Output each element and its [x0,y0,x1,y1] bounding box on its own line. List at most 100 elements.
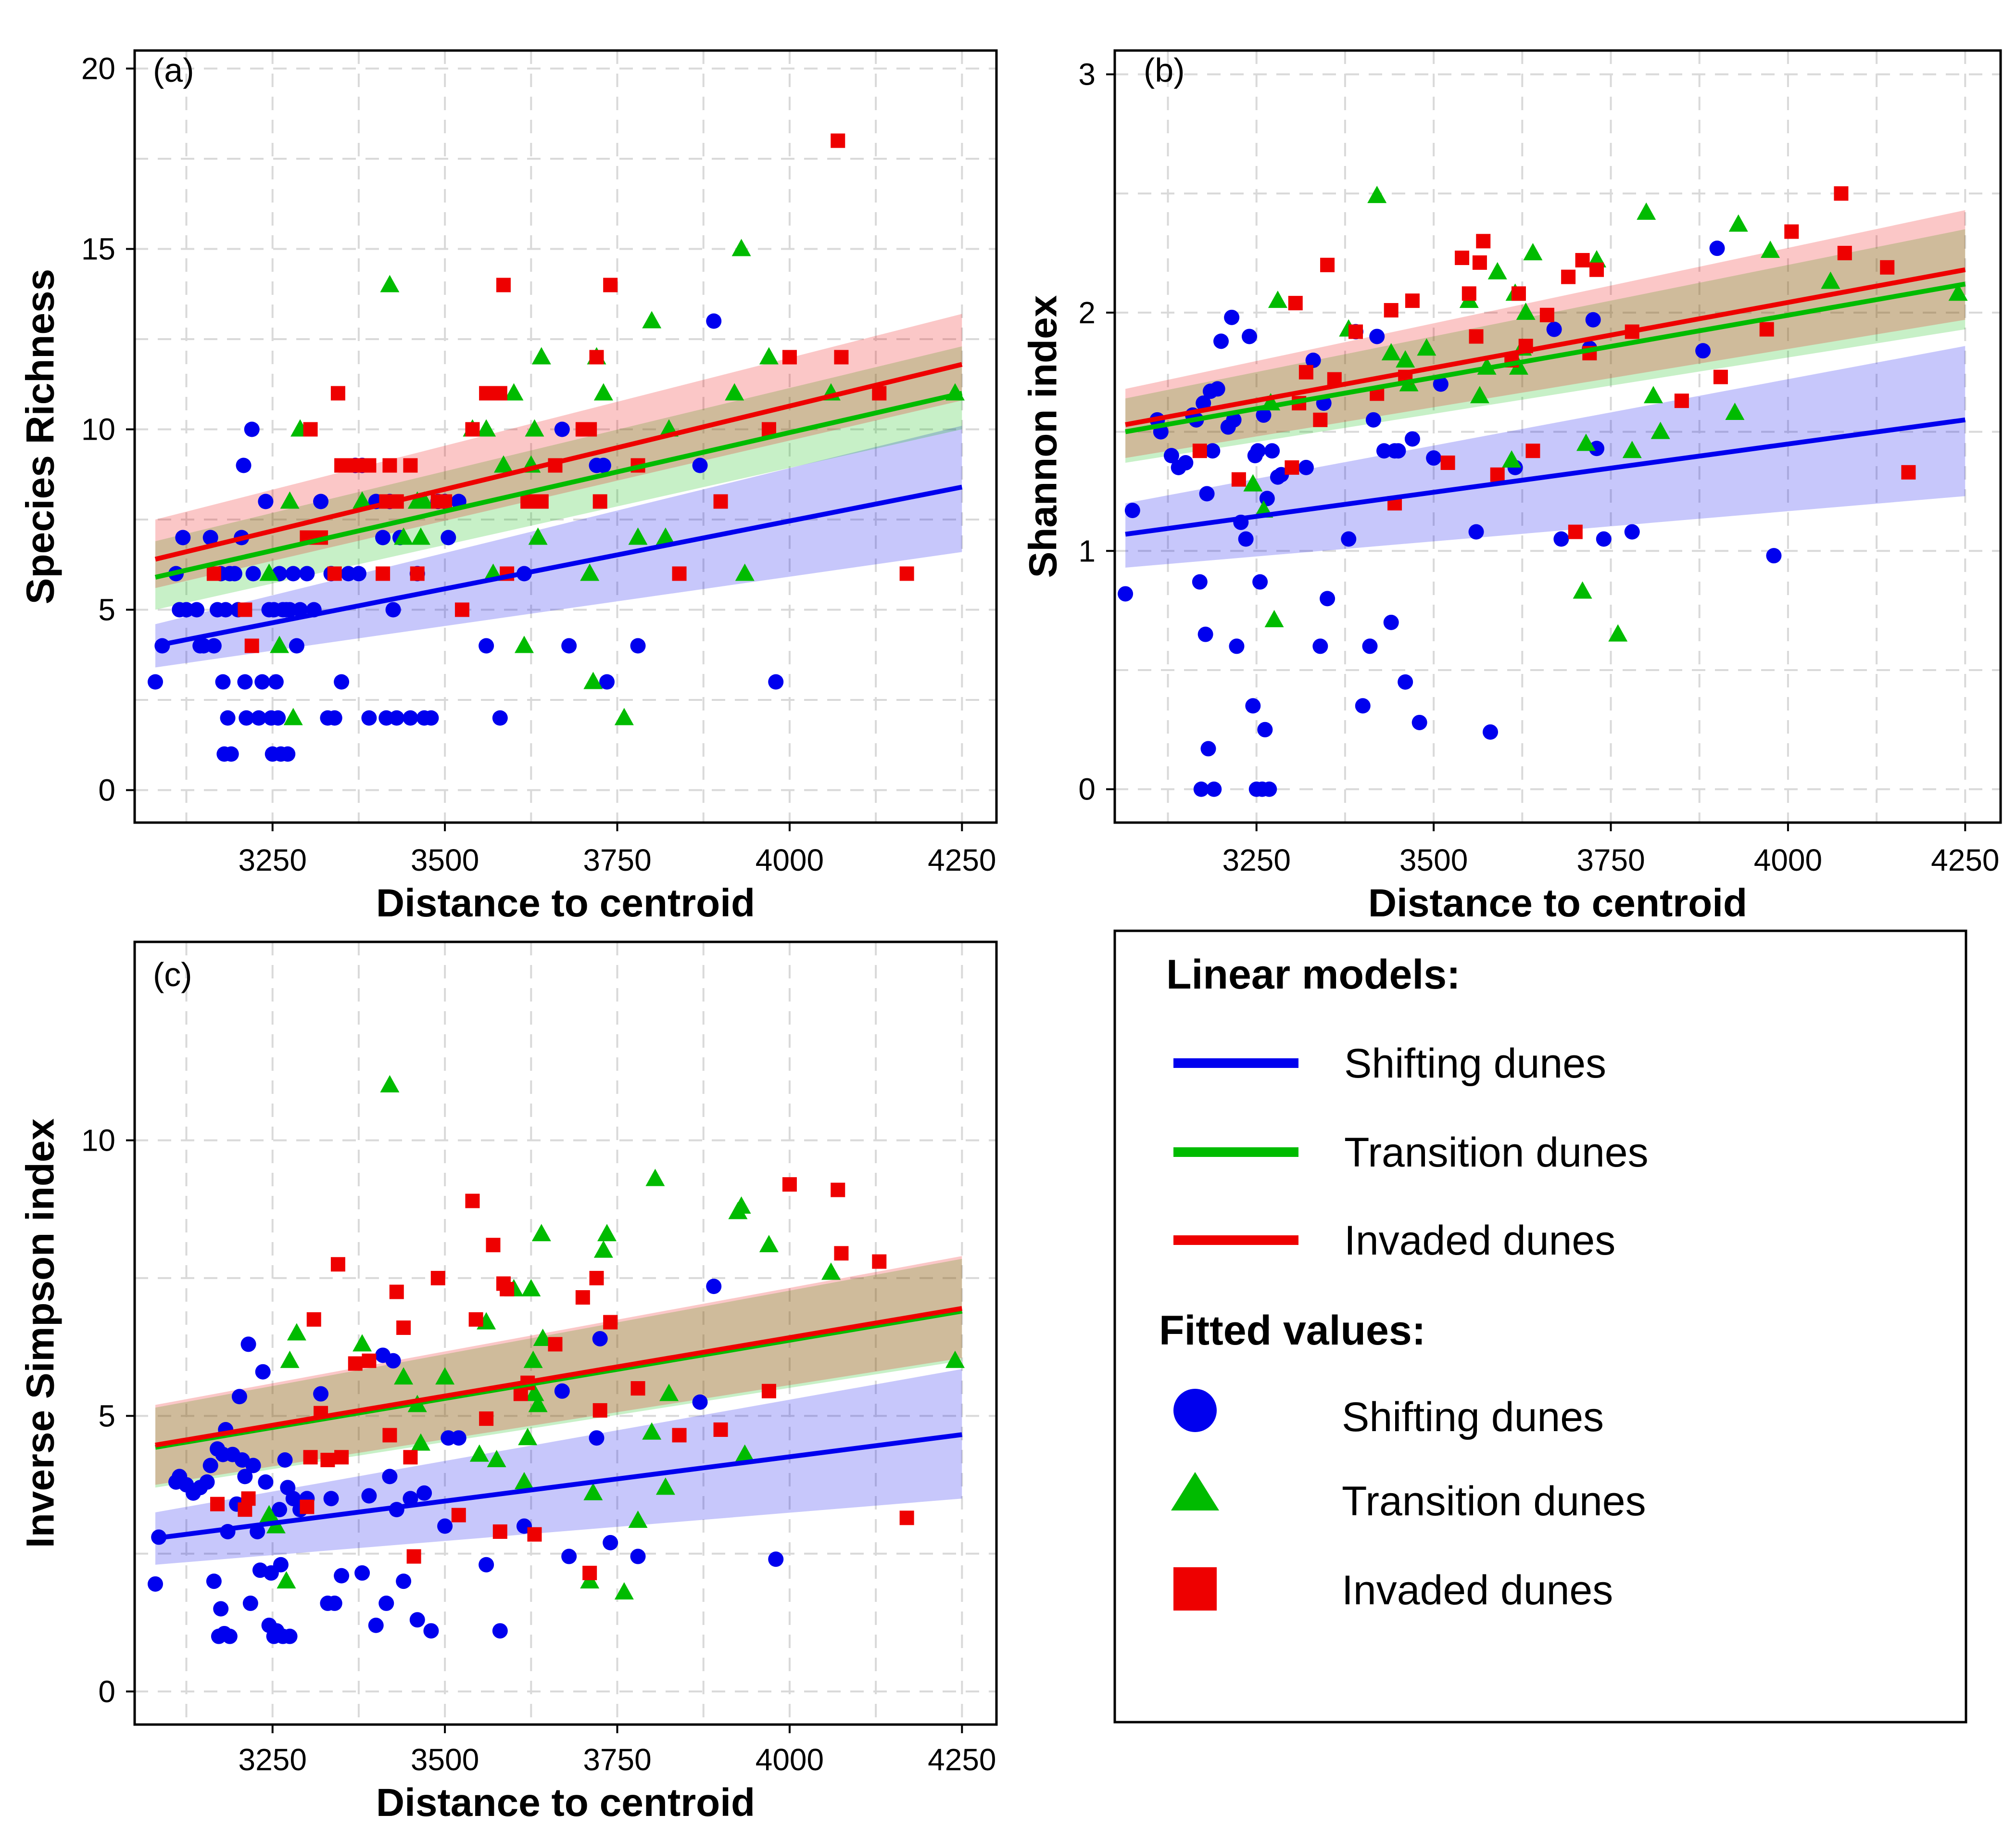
panel-label: (b) [1144,51,1185,89]
data-point-square [362,458,377,473]
data-point-circle [423,710,439,726]
data-point-square [1834,186,1849,201]
y-tick-label: 0 [98,773,115,808]
data-point-square [479,1411,494,1426]
data-point-square [330,1257,345,1272]
data-point-circle [375,530,391,546]
y-tick-label: 10 [81,1123,115,1157]
y-tick-label: 1 [1078,533,1096,568]
data-point-square [403,458,418,473]
data-point-circle [1178,455,1194,470]
data-point-square [306,1312,321,1327]
data-point-square [451,1508,466,1523]
data-point-square [834,350,849,365]
data-point-circle [1404,431,1420,447]
data-point-triangle [1381,343,1401,361]
data-point-circle [1483,724,1499,740]
data-point-circle [239,710,254,726]
data-point-triangle [493,455,513,473]
data-point-square [1837,246,1852,261]
data-point-triangle [1728,214,1748,232]
data-point-circle [327,710,342,726]
data-point-circle [1362,638,1378,654]
plot-frame [1113,49,2002,824]
data-point-triangle [533,1328,553,1346]
data-point-square [1539,307,1554,322]
data-point-triangle [614,708,634,725]
data-point-square [1784,224,1799,239]
data-point-circle [280,746,296,762]
data-point-triangle [280,1350,300,1368]
data-point-circle [479,1557,494,1573]
y-axis-title: Shannon index [1021,295,1065,578]
data-point-square [382,1428,397,1443]
data-point-circle [437,1518,453,1534]
data-point-circle [285,1491,301,1507]
data-point-square [831,133,845,148]
data-point-square [348,458,363,473]
data-point-triangle [1821,271,1840,289]
data-point-square [1440,455,1455,470]
data-point-circle [1596,531,1612,547]
data-point-circle [1369,329,1385,344]
y-axis-title: Species Richness [19,269,63,604]
data-point-triangle [655,1477,675,1495]
data-point-square [548,1337,563,1352]
data-point-circle [630,638,646,654]
data-point-square [327,566,342,581]
data-point-circle [492,1623,508,1639]
data-point-circle [245,566,261,582]
data-point-square [206,566,221,581]
data-point-triangle [593,383,613,401]
data-point-square [761,1383,776,1398]
data-point-circle [227,566,242,582]
legend-marker-circle [1173,1389,1217,1432]
legend-marker-triangle [1171,1472,1219,1510]
data-point-circle [1226,412,1242,428]
data-point-triangle [655,527,675,545]
data-point-triangle [821,1262,841,1280]
data-point-circle [1589,441,1605,457]
legend: Linear models: Shifting dunes Transition… [1113,929,1967,1724]
data-point-triangle [725,383,744,401]
data-point-circle [692,457,708,473]
data-point-square [1313,412,1328,427]
data-point-circle [595,457,611,473]
data-point-square [1405,293,1420,308]
data-point-triangle [583,1483,603,1500]
data-point-triangle [1725,402,1745,420]
data-point-square [782,350,797,365]
data-point-circle [148,674,164,690]
data-point-circle [199,1474,215,1490]
data-point-circle [242,1595,258,1611]
data-point-circle [323,1491,339,1507]
data-point-circle [273,1557,289,1573]
data-point-square [1759,322,1774,337]
data-point-circle [1312,638,1328,654]
data-point-circle [1411,714,1427,730]
data-point-circle [1355,698,1371,714]
panel-b-shannon-index: 3250 3500 3750 4000 4250 0 1 2 3 Distance to cent… [1021,49,2002,925]
data-point-circle [1124,503,1140,519]
data-point-square [410,566,425,581]
data-point-square [376,566,391,581]
confidence-band [155,1369,962,1565]
data-point-triangle [415,491,434,509]
data-point-triangle [1608,624,1628,642]
data-point-circle [1193,781,1209,797]
data-point-square [389,1284,404,1299]
data-point-square [1525,444,1540,458]
y-axis-title: Inverse Simpson index [19,1118,63,1548]
plot-frame [133,940,998,1726]
data-point-circle [245,1458,261,1473]
data-point-triangle [1643,386,1663,404]
fit-line [155,1432,962,1541]
data-point-square [406,1549,421,1564]
data-point-triangle [1367,186,1387,203]
data-point-circle [270,710,286,726]
data-point-triangle [1622,441,1642,458]
y-tick-label: 5 [98,1398,115,1433]
data-point-triangle [280,491,300,509]
data-point-square [713,494,728,509]
data-point-triangle [1523,243,1543,261]
